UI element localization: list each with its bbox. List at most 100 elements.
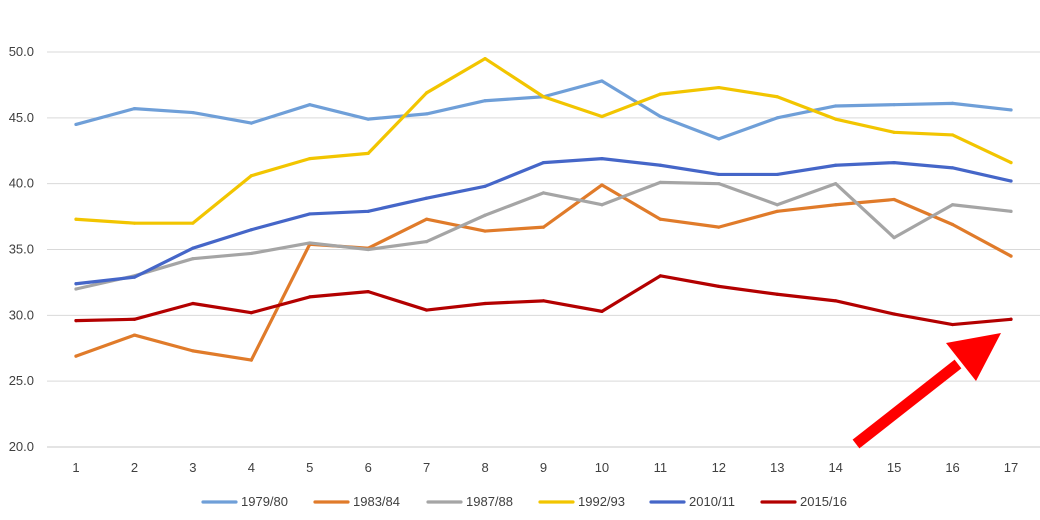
data-point xyxy=(483,301,487,306)
data-point xyxy=(249,228,253,232)
data-point xyxy=(74,217,78,221)
x-tick-label: 10 xyxy=(595,460,609,475)
data-point xyxy=(191,110,195,115)
data-point xyxy=(717,225,721,229)
data-point xyxy=(249,121,253,125)
data-point xyxy=(834,299,838,303)
legend-item-1992-93: 1992/93 xyxy=(538,494,625,509)
data-point xyxy=(892,197,896,202)
x-tick-label: 15 xyxy=(887,460,901,475)
x-tick-label: 16 xyxy=(945,460,959,475)
data-point xyxy=(600,157,604,161)
data-point xyxy=(775,292,779,296)
data-point xyxy=(425,91,429,95)
x-tick-label: 6 xyxy=(365,460,372,475)
data-point xyxy=(717,172,721,177)
x-tick-label: 9 xyxy=(540,460,547,475)
data-point xyxy=(308,212,312,216)
x-tick-label: 14 xyxy=(828,460,842,475)
data-point xyxy=(425,308,429,312)
data-point xyxy=(950,101,955,105)
data-point xyxy=(834,117,838,121)
data-point xyxy=(366,290,370,294)
data-point xyxy=(366,151,370,155)
data-point xyxy=(483,184,487,188)
x-tick-label: 11 xyxy=(654,460,668,475)
series-line-1987-88 xyxy=(74,180,1013,291)
x-tick-label: 3 xyxy=(189,460,196,475)
y-tick-label: 45.0 xyxy=(9,110,34,125)
data-point xyxy=(132,107,137,111)
data-point xyxy=(600,114,604,119)
data-point xyxy=(132,317,137,321)
legend-item-1979-80: 1979/80 xyxy=(201,494,288,509)
data-point xyxy=(425,112,429,116)
data-point xyxy=(717,182,721,186)
data-point xyxy=(249,251,253,256)
y-tick-label: 25.0 xyxy=(9,373,34,388)
data-point xyxy=(308,157,312,161)
y-tick-label: 40.0 xyxy=(9,176,34,191)
data-point xyxy=(425,196,429,200)
x-tick-label: 4 xyxy=(248,460,255,475)
data-point xyxy=(892,312,896,316)
data-point xyxy=(658,180,662,184)
x-axis-ticks: 1 2 3 4 5 6 7 8 9 10 11 12 13 14 15 16 17 xyxy=(72,460,1018,475)
data-point xyxy=(483,213,487,217)
data-point xyxy=(834,163,838,167)
data-point xyxy=(600,309,604,313)
data-point xyxy=(74,354,78,358)
data-point xyxy=(308,295,312,299)
annotation-arrow xyxy=(852,333,1001,449)
data-point xyxy=(249,174,253,178)
data-point xyxy=(834,182,838,186)
data-point xyxy=(717,85,721,90)
data-point xyxy=(950,322,955,327)
legend-item-1983-84: 1983/84 xyxy=(313,494,400,509)
data-point xyxy=(600,203,604,207)
data-point xyxy=(658,274,662,278)
data-point xyxy=(950,166,955,170)
data-point xyxy=(775,116,779,120)
data-point xyxy=(541,161,546,165)
data-point xyxy=(308,103,312,107)
legend-label: 1983/84 xyxy=(353,494,400,509)
data-point xyxy=(1009,254,1013,258)
data-point xyxy=(1009,161,1013,165)
data-point xyxy=(132,221,137,225)
data-point xyxy=(249,311,253,315)
data-point xyxy=(1009,108,1013,112)
data-point xyxy=(775,203,779,207)
data-point xyxy=(892,103,896,107)
data-point xyxy=(658,217,662,221)
data-point xyxy=(191,246,195,250)
legend: 1979/80 1983/84 1987/88 1992/93 2010/11 2015/… xyxy=(201,494,847,509)
y-axis-ticks: 20.0 25.0 30.0 35.0 40.0 45.0 50.0 xyxy=(9,44,34,454)
legend-label: 1992/93 xyxy=(578,494,625,509)
data-point xyxy=(834,203,838,207)
legend-label: 1979/80 xyxy=(241,494,288,509)
x-tick-label: 5 xyxy=(306,460,313,475)
data-point xyxy=(541,299,546,303)
data-point xyxy=(191,349,195,353)
series-lines xyxy=(74,56,1013,362)
data-point xyxy=(1009,179,1013,183)
legend-item-2010-11: 2010/11 xyxy=(649,494,735,509)
data-point xyxy=(834,104,838,108)
legend-item-2015-16: 2015/16 xyxy=(760,494,847,509)
y-tick-label: 20.0 xyxy=(9,439,34,454)
data-point xyxy=(892,130,896,134)
data-point xyxy=(483,56,487,61)
series-line-2010-11 xyxy=(74,157,1013,286)
arrow-shaft xyxy=(852,359,962,449)
data-point xyxy=(541,95,546,99)
arrow-head xyxy=(946,333,1001,381)
data-point xyxy=(541,225,546,229)
data-point xyxy=(1009,317,1013,321)
data-point xyxy=(892,236,896,240)
x-tick-label: 8 xyxy=(481,460,488,475)
y-tick-label: 50.0 xyxy=(9,44,34,59)
data-point xyxy=(425,217,429,221)
x-tick-label: 2 xyxy=(131,460,138,475)
